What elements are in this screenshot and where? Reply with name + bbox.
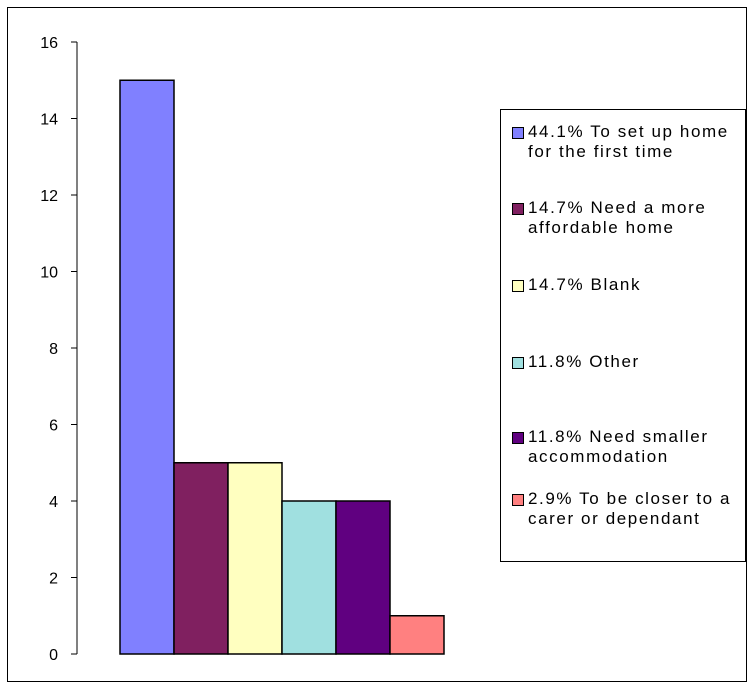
legend-item: 44.1% To set up home for the first time [512,122,739,162]
y-tick-label: 6 [49,418,58,435]
bar [389,615,445,655]
bar [227,462,283,655]
legend-swatch [512,127,524,139]
legend-item: 2.9% To be closer to a carer or dependan… [512,489,739,529]
legend-item: 11.8% Other [512,352,739,372]
y-tick-label: 2 [49,571,58,588]
legend-item: 14.7% Blank [512,275,739,295]
legend-label: 44.1% To set up home for the first time [528,122,729,161]
legend-swatch [512,432,524,444]
y-tick-label: 0 [49,647,58,664]
legend-label: 14.7% Blank [528,275,642,294]
y-tick-label: 10 [40,265,58,282]
legend-swatch [512,357,524,369]
y-tick-label: 4 [49,494,58,511]
legend-label: 11.8% Need smaller accommodation [528,427,709,466]
bar [281,500,337,655]
bar-group [119,79,445,655]
legend-label: 14.7% Need a more affordable home [528,198,707,237]
legend-swatch [512,494,524,506]
legend-label: 11.8% Other [528,352,640,371]
legend-swatch [512,203,524,215]
y-tick-label: 12 [40,188,58,205]
legend-label: 2.9% To be closer to a carer or dependan… [528,489,732,528]
y-tick-label: 16 [40,35,58,52]
y-tick-label: 14 [40,112,58,129]
bar [119,79,175,655]
y-tick-label: 8 [49,341,58,358]
legend: 44.1% To set up home for the first time … [500,109,746,562]
bar [335,500,391,655]
y-axis: 0 2 4 6 8 10 12 14 16 [40,35,78,664]
bar [173,462,229,655]
legend-item: 11.8% Need smaller accommodation [512,427,739,467]
legend-item: 14.7% Need a more affordable home [512,198,739,238]
legend-swatch [512,280,524,292]
